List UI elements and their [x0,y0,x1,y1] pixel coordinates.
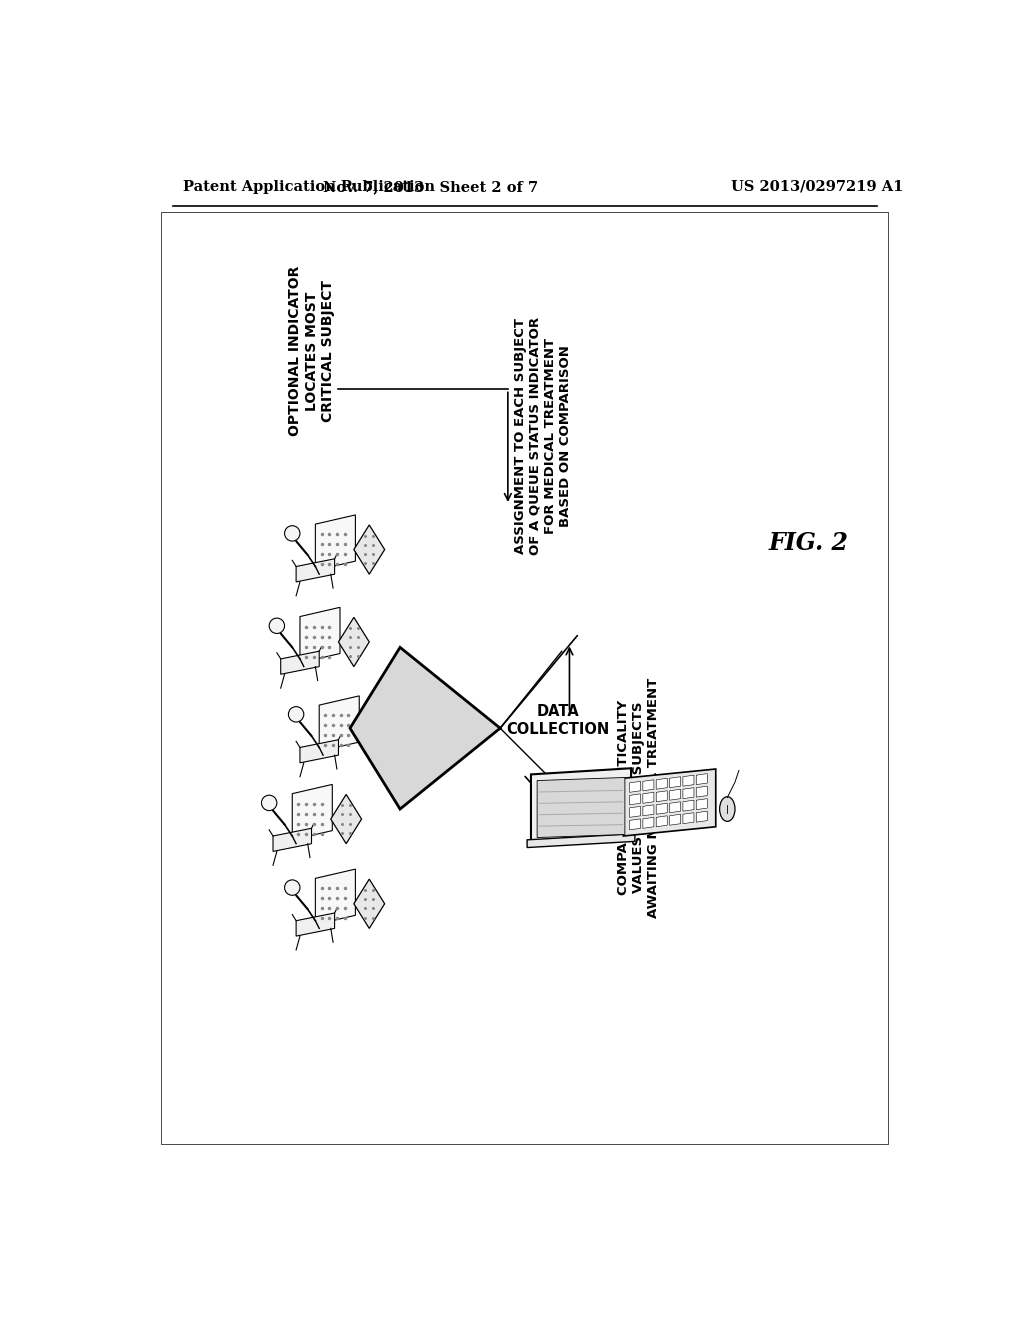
Polygon shape [696,799,708,809]
Polygon shape [538,777,625,838]
Ellipse shape [720,797,735,821]
Polygon shape [531,768,631,843]
Polygon shape [670,789,681,800]
Circle shape [289,706,304,722]
Circle shape [261,795,276,810]
Polygon shape [357,706,388,755]
Polygon shape [670,814,681,825]
Text: Patent Application Publication: Patent Application Publication [183,180,435,194]
Polygon shape [331,795,361,843]
Polygon shape [630,818,641,830]
Polygon shape [300,607,340,663]
Polygon shape [319,696,359,751]
Polygon shape [630,807,641,817]
Text: DATA
COLLECTION: DATA COLLECTION [506,705,609,737]
Polygon shape [643,805,654,816]
Polygon shape [643,817,654,829]
Polygon shape [296,558,335,582]
Polygon shape [683,775,694,787]
Polygon shape [354,879,385,928]
Circle shape [285,880,300,895]
Polygon shape [281,651,319,675]
Polygon shape [339,618,370,667]
Polygon shape [315,515,355,570]
Text: COMPARISON CRITICALITY
VALUES OF ALL SUBJECTS
AWAITING MEDICAL TREATMENT: COMPARISON CRITICALITY VALUES OF ALL SUB… [617,677,660,917]
Polygon shape [354,525,385,574]
Polygon shape [296,913,335,936]
Polygon shape [630,781,641,792]
Text: OPTIONAL INDICATOR
LOCATES MOST
CRITICAL SUBJECT: OPTIONAL INDICATOR LOCATES MOST CRITICAL… [289,265,335,436]
Polygon shape [656,791,668,801]
Text: FIG. 2: FIG. 2 [768,532,848,556]
Polygon shape [273,829,311,851]
Polygon shape [527,834,635,847]
Polygon shape [656,804,668,814]
Polygon shape [696,812,708,822]
Polygon shape [292,784,333,840]
Polygon shape [683,813,694,824]
Polygon shape [656,779,668,789]
Polygon shape [670,776,681,788]
Polygon shape [315,869,355,924]
Text: Nov. 7, 2013   Sheet 2 of 7: Nov. 7, 2013 Sheet 2 of 7 [324,180,539,194]
Polygon shape [350,647,500,809]
Circle shape [269,618,285,634]
Polygon shape [696,774,708,784]
Polygon shape [630,793,641,805]
Text: ASSIGNMENT TO EACH SUBJECT
OF A QUEUE STATUS INDICATOR
FOR MEDICAL TREATMENT
BAS: ASSIGNMENT TO EACH SUBJECT OF A QUEUE ST… [513,317,571,554]
Polygon shape [670,801,681,813]
Polygon shape [300,739,339,763]
Circle shape [285,525,300,541]
Polygon shape [696,787,708,797]
Text: US 2013/0297219 A1: US 2013/0297219 A1 [731,180,903,194]
Polygon shape [643,792,654,804]
Polygon shape [643,780,654,791]
Polygon shape [656,816,668,826]
Polygon shape [683,800,694,812]
Polygon shape [624,770,716,836]
Polygon shape [683,788,694,799]
